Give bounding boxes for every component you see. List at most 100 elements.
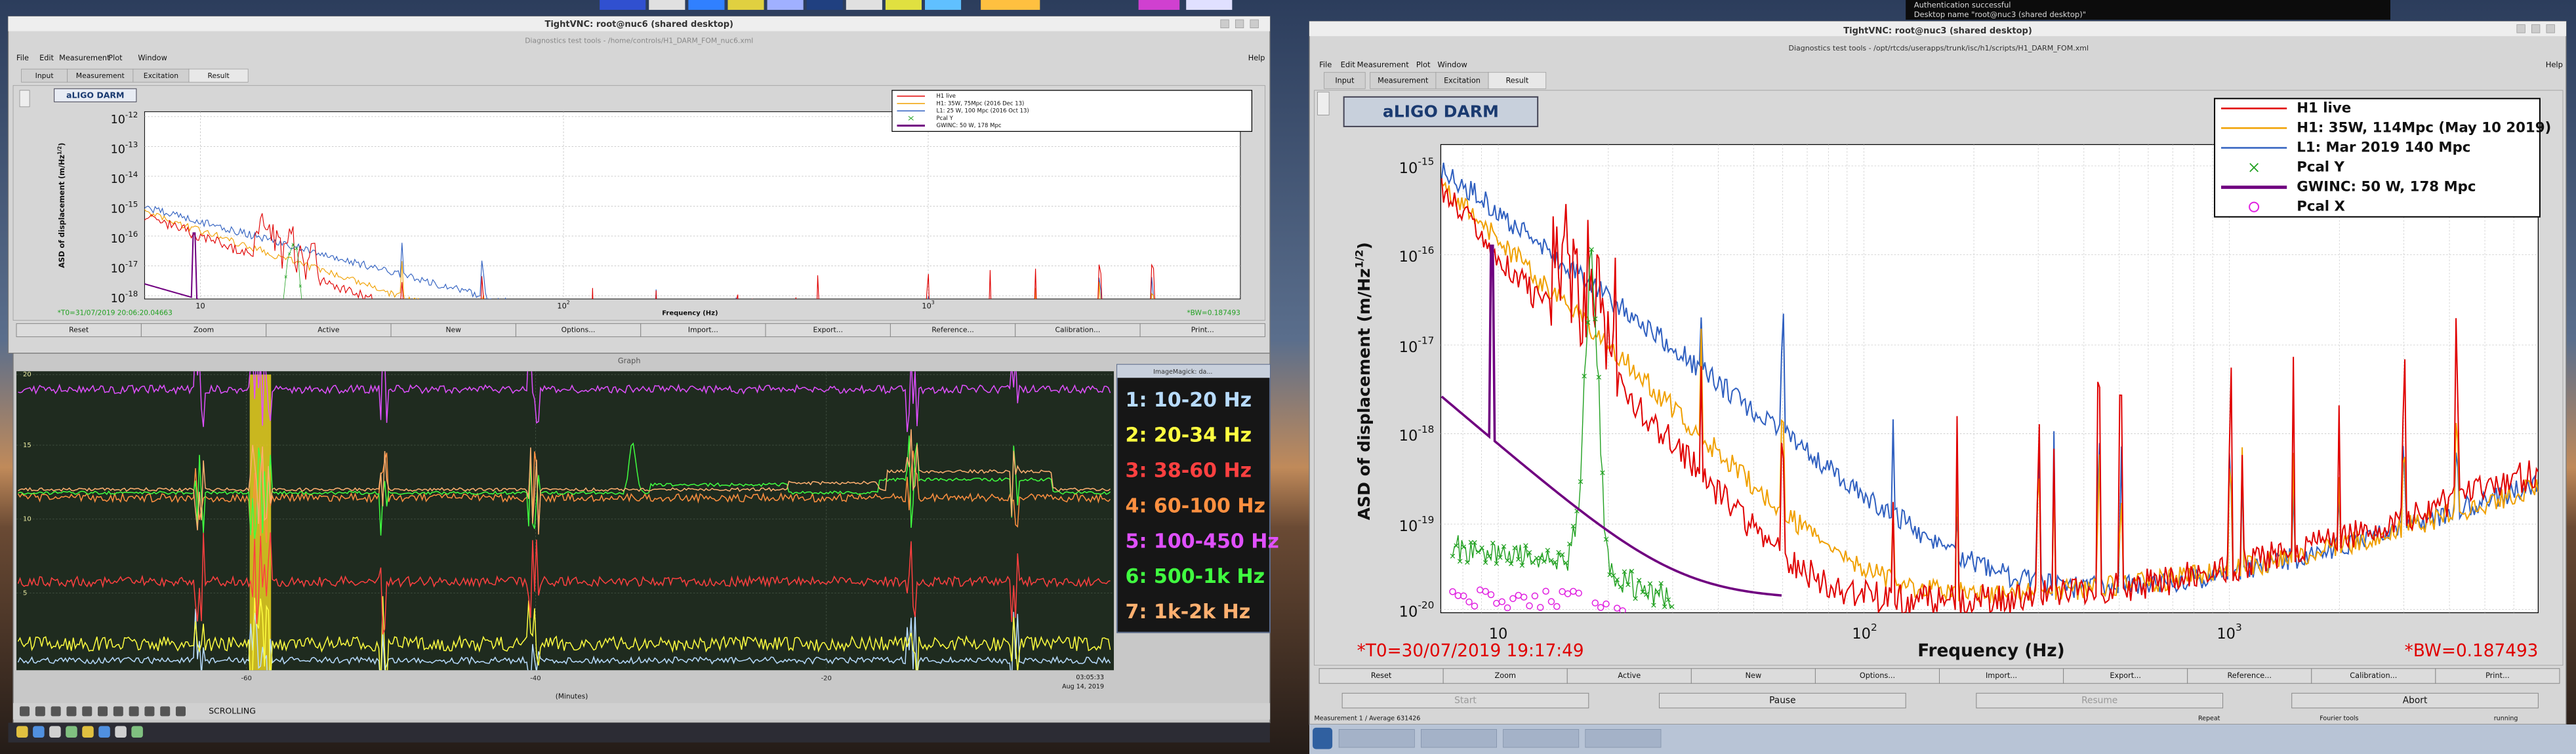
window-control[interactable] [1235, 19, 1244, 28]
tab-label: Measurement [1378, 77, 1429, 85]
app-title: Diagnostics test tools - /home/controls/… [525, 37, 753, 45]
taskbar-item[interactable] [1585, 729, 1662, 748]
tab[interactable] [1324, 71, 1366, 89]
taskbar-icon[interactable] [82, 726, 94, 738]
task-button[interactable] [806, 0, 843, 10]
taskbar-icon[interactable] [33, 726, 45, 738]
control-button[interactable] [1976, 692, 2224, 709]
task-button[interactable] [600, 0, 646, 10]
pcal-y-marker [1582, 374, 1587, 379]
y-tick-label: 10-17 [1399, 334, 1435, 355]
tab-label: Input [35, 71, 54, 80]
pcal-y-marker [1486, 553, 1492, 559]
task-button[interactable] [925, 0, 962, 10]
pcal-y-marker [1475, 549, 1481, 555]
tab[interactable] [1435, 71, 1489, 89]
button-label: Options... [562, 326, 596, 334]
toolbar-icon[interactable] [144, 706, 155, 717]
status-field: Repeat [2198, 715, 2220, 723]
y-tick-label-exponent: -12 [125, 110, 138, 119]
task-button[interactable] [885, 0, 922, 10]
x-tick-label: 103 [2217, 621, 2241, 642]
toolbar-icon[interactable] [35, 706, 45, 717]
taskbar-icon[interactable] [66, 726, 77, 738]
y-tick-label-base: 10 [1399, 517, 1418, 534]
tab[interactable] [188, 68, 249, 83]
control-button[interactable] [1341, 692, 1589, 709]
pcal-x-marker [1471, 603, 1479, 610]
control-button[interactable] [2291, 692, 2539, 709]
toolbar-icon[interactable] [175, 706, 186, 717]
start-button[interactable] [1313, 727, 1333, 749]
pcal-x-marker [1509, 595, 1517, 603]
task-button[interactable] [688, 0, 725, 10]
toolbar [13, 703, 1270, 720]
toolbar-icon[interactable] [98, 706, 108, 717]
toolbar-icon[interactable] [160, 706, 171, 717]
pcal-y-marker [1658, 581, 1664, 586]
control-button-label: Start [1454, 696, 1477, 706]
toolbar-icon[interactable] [66, 706, 77, 717]
scroll-button[interactable] [1317, 91, 1330, 115]
control-button[interactable] [1659, 692, 1906, 709]
task-button[interactable] [846, 0, 882, 10]
x-tick-label-exponent: 2 [567, 300, 570, 306]
taskbar-icon[interactable] [49, 726, 61, 738]
pcal-x-marker [1482, 587, 1489, 595]
pcal-y-marker [1538, 555, 1543, 561]
pcal-y-marker [1654, 589, 1660, 595]
window-control[interactable] [2516, 24, 2525, 33]
y-tick-label: 15 [23, 442, 31, 449]
plot-label-box [54, 88, 137, 102]
taskbar-item[interactable] [1420, 729, 1497, 748]
task-button[interactable] [1186, 0, 1233, 10]
taskbar-icon[interactable] [115, 726, 127, 738]
y-tick-label: 10-16 [111, 229, 138, 246]
legend-marker [2249, 201, 2260, 212]
x-tick-label: 102 [1852, 621, 1877, 642]
toolbar-icon[interactable] [129, 706, 139, 717]
legend-label: H1: 35W, 75Mpc (2016 Dec 13) [937, 100, 1025, 107]
toolbar-icon[interactable] [82, 706, 92, 717]
task-button[interactable] [981, 0, 1040, 10]
y-tick-label: 10-18 [1399, 424, 1435, 445]
pcal-x-marker [1465, 598, 1473, 606]
y-tick-label-exponent: -15 [1418, 155, 1434, 167]
button-label: Active [317, 326, 340, 334]
button[interactable] [2435, 668, 2560, 684]
y-tick-label-base: 10 [1399, 338, 1418, 355]
tab[interactable] [1488, 71, 1547, 89]
pcal-y-marker [1644, 591, 1649, 597]
task-button[interactable] [1138, 0, 1180, 10]
window-control[interactable] [1250, 19, 1259, 28]
band-6-trace [18, 435, 1111, 539]
task-button[interactable] [727, 0, 764, 10]
taskbar-icon[interactable] [16, 726, 28, 738]
pcal-y-marker [1519, 563, 1525, 568]
window-control[interactable] [2546, 24, 2555, 33]
toolbar-icon[interactable] [113, 706, 123, 717]
x-tick-label: 103 [922, 300, 934, 310]
taskbar-icon[interactable] [131, 726, 143, 738]
toolbar-icon[interactable] [51, 706, 61, 717]
toolbar-icon[interactable] [20, 706, 30, 717]
window-control[interactable] [2531, 24, 2541, 33]
taskbar-item[interactable] [1338, 729, 1415, 748]
scroll-button[interactable] [19, 90, 30, 108]
terminal-line: Desktop name "root@nuc3 (shared desktop)… [1914, 10, 2086, 19]
task-button[interactable] [767, 0, 804, 10]
tab[interactable] [1370, 71, 1437, 89]
pcal-y-marker [1629, 568, 1635, 574]
taskbar-icon[interactable] [98, 726, 110, 738]
y-tick-label: 10 [23, 516, 31, 523]
pcal-y-marker [291, 243, 295, 246]
pcal-y-marker [295, 247, 298, 250]
button[interactable] [1139, 323, 1265, 338]
taskbar-item[interactable] [1503, 729, 1580, 748]
task-button[interactable] [649, 0, 685, 10]
button-label: Export... [2110, 671, 2141, 680]
pcal-x-marker [1564, 590, 1572, 597]
button-label: Reference... [2228, 671, 2272, 680]
tab-label: Result [1505, 77, 1528, 85]
window-control[interactable] [1220, 19, 1229, 28]
